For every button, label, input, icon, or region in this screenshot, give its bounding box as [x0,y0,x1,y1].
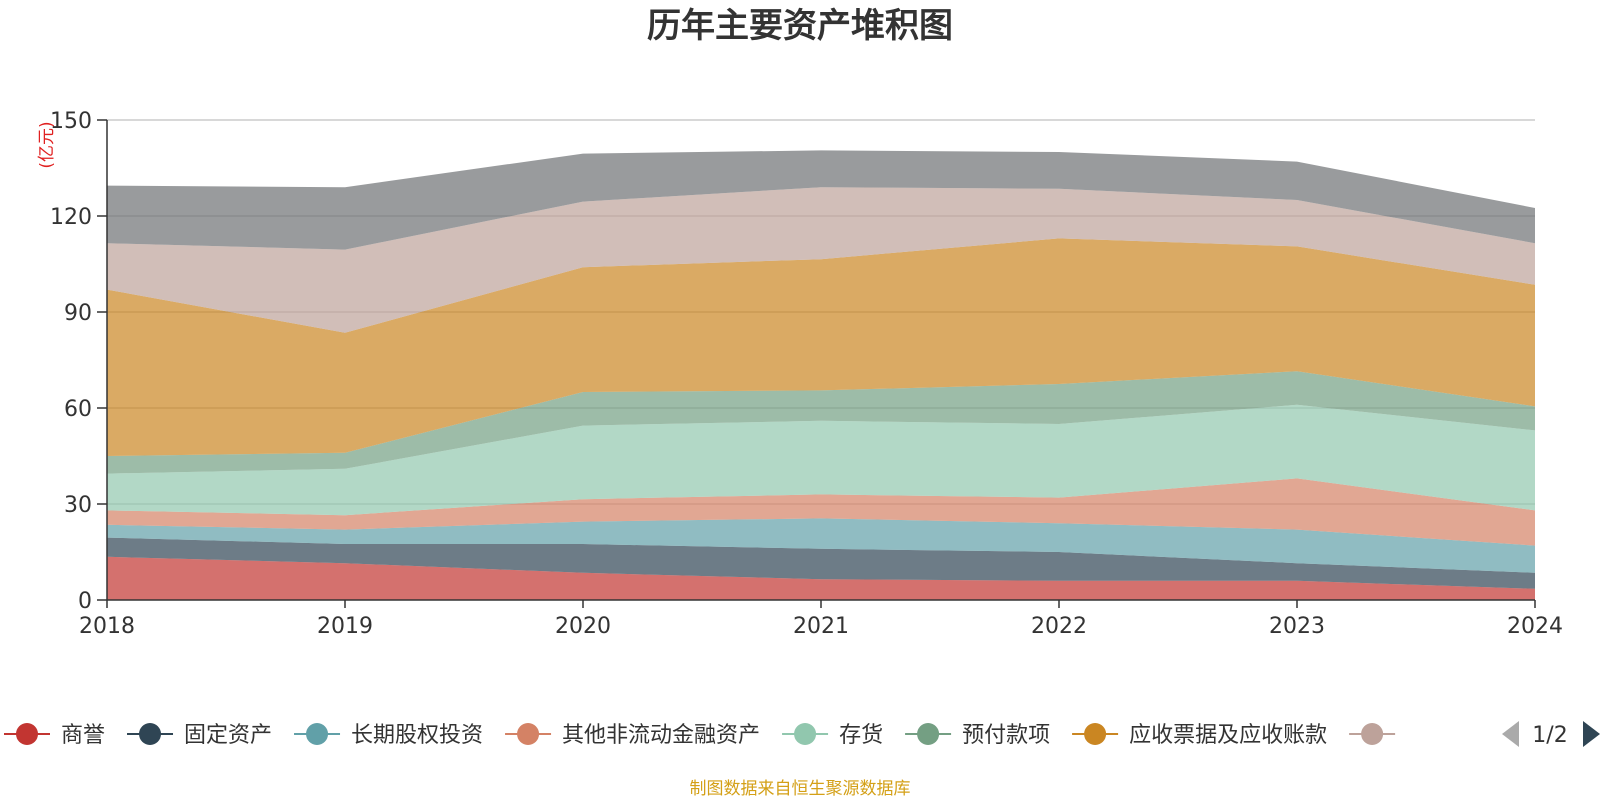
area-series-6[interactable] [107,238,1535,456]
y-tick-label: 150 [50,109,92,134]
legend-label: 商誉 [61,723,105,748]
area-series-5[interactable] [107,371,1535,474]
legend-marker-icon [517,723,540,745]
area-series-2[interactable] [107,518,1535,573]
legend-item-0[interactable]: 商誉 [4,723,105,748]
legend-label: 长期股权投资 [351,723,483,748]
legend-marker-icon [1361,723,1384,745]
legend-label: 其他非流动金融资产 [562,723,760,748]
x-tick-label: 2019 [317,614,373,639]
y-tick-label: 30 [64,493,92,518]
data-source-note: 制图数据来自恒生聚源数据库 [690,779,911,799]
legend-item-1[interactable]: 固定资产 [127,723,272,748]
area-series-group [107,150,1535,600]
legend-marker-icon [917,723,940,745]
legend-item-6[interactable]: 应收票据及应收账款 [1072,723,1327,748]
legend-marker-icon [794,723,817,745]
legend-item-3[interactable]: 其他非流动金融资产 [505,723,760,748]
legend-marker-icon [139,723,162,745]
legend-item-5[interactable]: 预付款项 [905,723,1050,748]
x-tick-label: 2023 [1269,614,1325,639]
legend-item-4[interactable]: 存货 [782,723,883,748]
axes: 0 30 60 90 120 150 2018 2019 2020 2021 2022 2023 202… [50,109,1563,639]
y-tick-label: 120 [50,205,92,230]
y-tick-label: 0 [78,589,92,614]
area-series-8[interactable] [107,150,1535,250]
x-tick-label: 2021 [793,614,849,639]
y-tick-label: 60 [64,397,92,422]
area-series-4[interactable] [107,404,1535,516]
legend-pager: 1/2 [1502,721,1600,748]
x-tick-label: 2020 [555,614,611,639]
legend-label: 应收票据及应收账款 [1129,723,1327,748]
legend-label: 固定资产 [184,723,272,748]
legend-label: 存货 [839,723,883,748]
x-tick-label: 2022 [1031,614,1087,639]
legend-marker-icon [1084,723,1107,745]
legend-next-page-icon[interactable] [1583,721,1600,747]
legend-label: 预付款项 [962,723,1050,748]
legend-item-2[interactable]: 长期股权投资 [294,723,483,748]
legend-marker-icon [16,723,38,745]
area-series-1[interactable] [107,537,1535,589]
area-series-7[interactable] [107,187,1535,333]
area-series-3[interactable] [107,478,1535,546]
legend: 商誉 固定资产 长期股权投资 其他非流动金融资产 存货 预付款项 应收票据及应收账款 [4,723,1396,748]
legend-marker-icon [306,723,329,745]
legend-prev-page-icon[interactable] [1502,721,1519,747]
area-series-0[interactable] [107,556,1535,600]
y-axis-unit-label: (亿元) [37,121,57,168]
y-tick-label: 90 [64,301,92,326]
chart-title: 历年主要资产堆积图 [647,6,953,46]
legend-page-indicator: 1/2 [1532,723,1567,748]
x-tick-label: 2024 [1507,614,1563,639]
x-tick-label: 2018 [79,614,135,639]
legend-item-7[interactable] [1349,723,1396,745]
